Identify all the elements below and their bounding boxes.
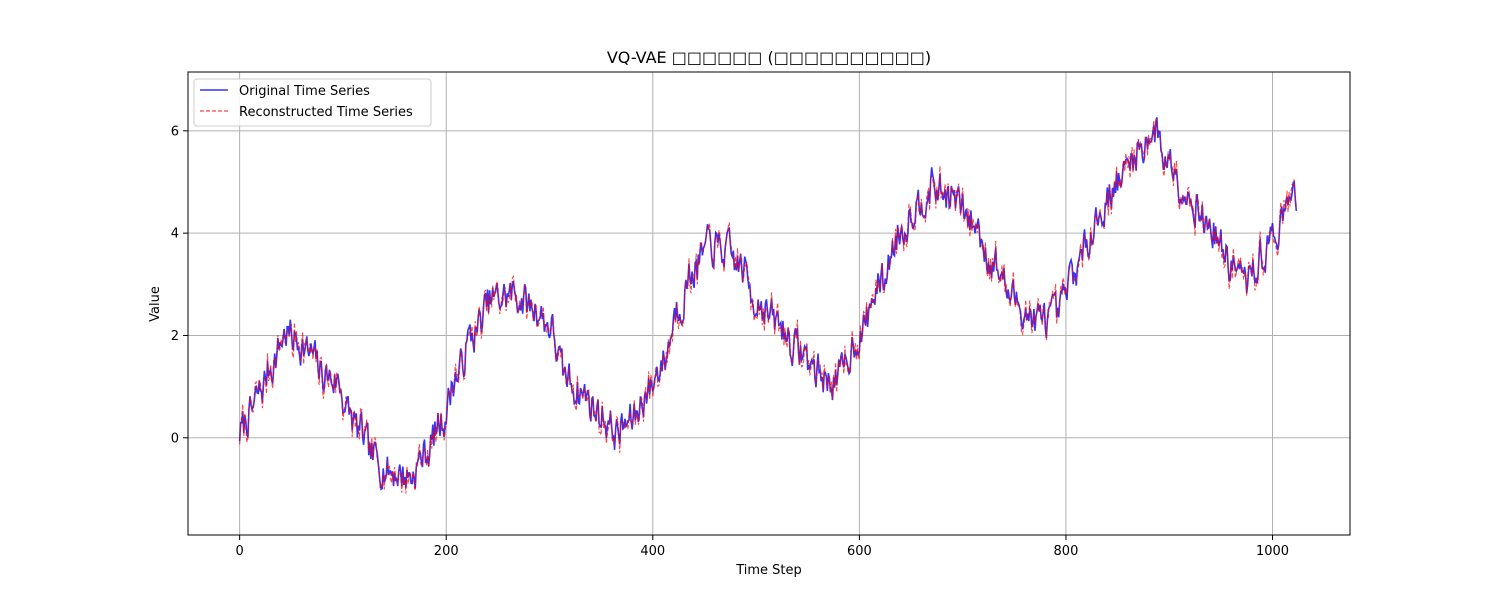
- x-tick-label: 800: [1054, 544, 1079, 559]
- series-layer: [238, 117, 1298, 494]
- axis-ticks: 0 200 400 600 800 1000 0 2 4 6: [171, 124, 1289, 559]
- x-axis-label: Time Step: [735, 563, 802, 578]
- legend-label-original: Original Time Series: [239, 84, 370, 99]
- x-tick-label: 0: [236, 544, 244, 559]
- y-tick-label: 4: [171, 227, 179, 242]
- chart-title: VQ-VAE □□□□□□ (□□□□□□□□□□): [607, 48, 931, 67]
- x-tick-label: 200: [434, 544, 459, 559]
- legend: Original Time Series Reconstructed Time …: [193, 78, 432, 127]
- plot-frame: [187, 71, 1351, 536]
- series-line-reconstructed: [239, 117, 1297, 494]
- legend-box: [193, 78, 432, 127]
- x-tick-label: 400: [640, 544, 665, 559]
- y-axis-label: Value: [148, 286, 163, 322]
- y-tick-label: 2: [171, 329, 179, 344]
- x-tick-label: 1000: [1256, 544, 1289, 559]
- grid-lines: [188, 72, 1350, 535]
- x-tick-label: 600: [847, 544, 872, 559]
- y-tick-label: 6: [171, 124, 179, 139]
- legend-label-reconstructed: Reconstructed Time Series: [239, 105, 413, 120]
- y-tick-label: 0: [171, 431, 179, 446]
